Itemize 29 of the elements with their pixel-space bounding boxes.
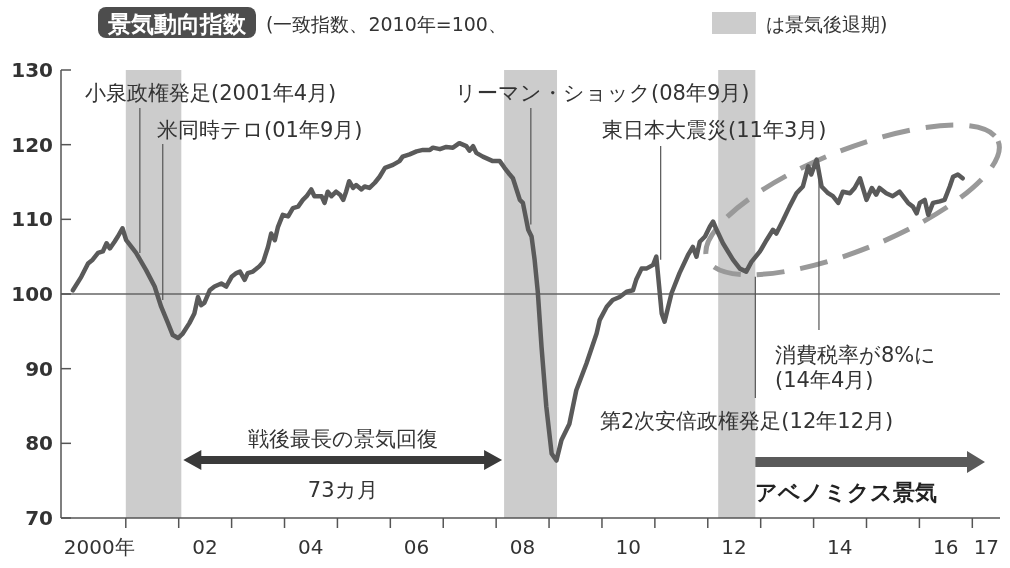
text: は景気後退期) — [766, 13, 888, 35]
y-tick-label: 100 — [11, 282, 53, 306]
y-tick-label: 80 — [25, 431, 53, 456]
annotation: 戦後最長の景気回復 — [247, 427, 438, 451]
annotation: アベノミクス景気 — [755, 480, 938, 505]
annotation: 第2次安倍政権発足(12年12月) — [600, 409, 894, 433]
y-tick-label: 130 — [11, 58, 53, 82]
annotation: 米同時テロ(01年9月) — [157, 118, 363, 142]
x-tick-label: 10 — [615, 535, 641, 559]
annotation: 東日本大震災(11年3月) — [602, 118, 827, 142]
y-tick-label: 70 — [25, 506, 53, 530]
chart-title: 景気動向指数 — [107, 11, 247, 37]
x-tick-label: 08 — [509, 535, 536, 559]
x-tick-label: 12 — [721, 535, 747, 559]
y-tick-label: 90 — [25, 356, 53, 381]
annotation: 消費税率が8%に (14年4月) — [775, 343, 937, 392]
y-tick-label: 120 — [11, 132, 53, 157]
annotation: リーマン・ショック(08年9月) — [455, 81, 750, 105]
x-tick-label: 2000年 — [63, 535, 135, 559]
x-tick-label: 16 — [932, 535, 959, 559]
x-tick-label: 17 — [973, 535, 1000, 559]
x-tick-label: 14 — [827, 535, 853, 559]
annotation: 73カ月 — [307, 478, 378, 502]
annotation: 小泉政権発足(2001年4月) — [85, 81, 337, 105]
chart-subtitle: (一致指数、2010年=100、 — [266, 13, 507, 35]
x-tick-label: 02 — [192, 535, 218, 559]
x-tick-label: 04 — [298, 535, 324, 559]
y-tick-label: 110 — [11, 207, 53, 232]
x-tick-label: 06 — [403, 535, 430, 559]
